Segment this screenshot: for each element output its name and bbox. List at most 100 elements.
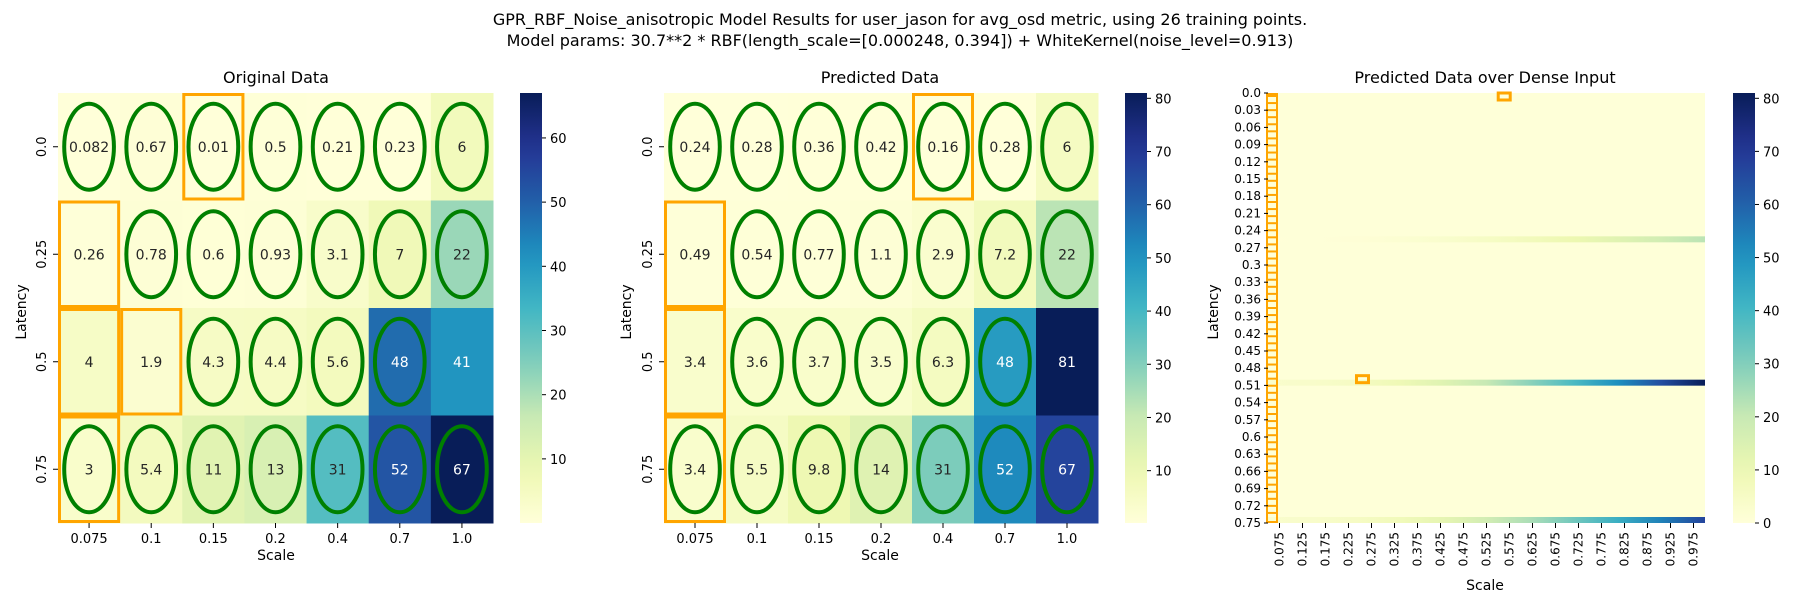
heatmap-cell (368, 415, 432, 524)
cell-value-label: 67 (1058, 462, 1076, 478)
cell-value-label: 3.1 (327, 247, 349, 263)
y-tick-label: 0.3 (1242, 258, 1261, 272)
training-point-ellipse (792, 209, 846, 300)
heatmap-cell (58, 200, 121, 309)
y-tick-label: 0.06 (1234, 120, 1261, 134)
x-tick-label: 0.375 (1411, 532, 1425, 566)
cell-value-label: 0.26 (73, 247, 104, 263)
training-point-ellipse (916, 316, 970, 407)
training-point-ellipse (978, 424, 1032, 515)
cell-value-label: 1.1 (870, 247, 892, 263)
cell-value-label: 41 (453, 355, 471, 371)
training-point-ellipse (730, 424, 784, 515)
heatmap-cell (306, 415, 370, 524)
heatmap-title: Original Data (223, 68, 329, 87)
cell-value-label: 0.01 (198, 140, 229, 156)
y-tick-label: 0.03 (1234, 103, 1261, 117)
heatmap-cell (58, 415, 121, 524)
training-point-ellipse (792, 316, 846, 407)
heatmap-cell (788, 415, 851, 524)
figure-suptitle-line2: Model params: 30.7**2 * RBF(length_scale… (507, 31, 1294, 51)
heatmap-cell (664, 93, 727, 201)
y-tick-label: 0.0 (641, 136, 656, 157)
heatmap-cell (974, 93, 1037, 201)
x-tick-label: 0.425 (1434, 532, 1448, 566)
figure-suptitle-line1: GPR_RBF_Noise_anisotropic Model Results … (493, 10, 1307, 30)
orange-column (1266, 93, 1278, 523)
training-point-ellipse (730, 101, 784, 192)
training-point-ellipse (372, 424, 427, 515)
cell-value-label: 14 (872, 462, 890, 478)
y-tick-label: 0.21 (1234, 206, 1261, 220)
heatmap-dense: Predicted Data over Dense Input Scale La… (1206, 68, 1780, 594)
heatmap-cell (912, 93, 975, 201)
training-point-ellipse (186, 101, 241, 192)
training-point-ellipse (916, 101, 970, 192)
heatmap-cell (1036, 93, 1099, 201)
training-point-ellipse (435, 424, 489, 515)
heatmap-cell (788, 200, 851, 309)
heatmap-title: Predicted Data (821, 68, 939, 87)
heatmap-cell (788, 308, 851, 416)
colorbar-tick-label: 80 (1155, 92, 1172, 107)
x-tick-label: 0.2 (871, 532, 892, 547)
heatmap-cell (58, 93, 121, 201)
colorbar-tick-label: 30 (1155, 358, 1172, 373)
cell-value-label: 0.21 (322, 140, 353, 156)
high-value-row (1268, 517, 1705, 523)
colorbar-tick-label: 40 (1763, 305, 1780, 320)
training-point-ellipse (792, 101, 846, 192)
heatmap-cell (1036, 415, 1099, 524)
x-tick-label: 0.925 (1664, 532, 1678, 566)
y-tick-label: 0.39 (1234, 310, 1261, 324)
cell-value-label: 1.9 (140, 355, 162, 371)
y-tick-label: 0.45 (1234, 344, 1261, 358)
x-tick-label: 1.0 (1057, 532, 1078, 547)
cell-value-label: 0.082 (69, 140, 109, 156)
x-tick-label: 0.175 (1319, 532, 1333, 566)
training-point-ellipse (854, 424, 908, 515)
heatmap-cell (974, 308, 1037, 416)
cell-value-label: 5.6 (327, 355, 349, 371)
x-tick-label: 0.1 (141, 532, 162, 547)
cell-value-label: 7 (395, 247, 404, 263)
cell-value-label: 0.54 (741, 247, 772, 263)
training-point-ellipse (854, 101, 908, 192)
cell-value-label: 67 (453, 462, 471, 478)
training-point-ellipse (1040, 209, 1094, 300)
training-point-ellipse (186, 424, 241, 515)
training-point-ellipse (854, 316, 908, 407)
cell-value-label: 6 (1063, 140, 1072, 156)
cell-value-label: 4.4 (264, 355, 286, 371)
y-tick-label: 0.36 (1234, 292, 1261, 306)
highlight-box (58, 200, 121, 308)
training-point-ellipse (978, 101, 1032, 192)
cell-value-label: 0.42 (865, 140, 896, 156)
cell-value-label: 48 (391, 355, 409, 371)
training-point-ellipse (310, 209, 365, 300)
x-tick-label: 0.4 (933, 532, 954, 547)
x-tick-label: 0.875 (1641, 532, 1655, 566)
x-tick-label: 0.1 (747, 532, 768, 547)
training-point-ellipse (435, 209, 489, 300)
heatmap-cell (664, 308, 727, 416)
heatmap-cell (850, 415, 913, 524)
heatmap-cell (120, 308, 183, 416)
heatmap-cell (430, 308, 494, 416)
heatmap-cell (430, 415, 494, 524)
highlight-box (912, 93, 974, 201)
cell-value-label: 0.67 (136, 140, 167, 156)
highlight-box (664, 200, 726, 308)
training-point-ellipse (186, 316, 241, 407)
cell-value-label: 81 (1058, 355, 1076, 371)
training-point-ellipse (730, 316, 784, 407)
heatmap-cell (726, 200, 789, 309)
y-tick-label: 0.25 (35, 240, 50, 269)
cell-value-label: 52 (391, 462, 409, 478)
highlight-box (664, 415, 726, 523)
colorbar-tick-label: 50 (1155, 252, 1172, 267)
cell-value-label: 3.4 (684, 355, 706, 371)
heatmap-original: Original Data Scale Latency 0.082 0.67 0.0… (14, 68, 567, 564)
cell-value-label: 0.36 (803, 140, 834, 156)
